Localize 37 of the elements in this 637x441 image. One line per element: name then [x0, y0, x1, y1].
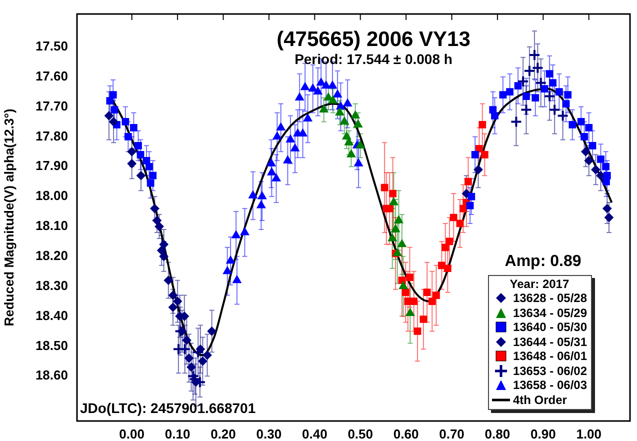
y-tick-label: 18.00 — [35, 188, 68, 204]
legend-label: 13634 - 05/29 — [512, 306, 587, 320]
text: Period: 17.544 ± 0.008 h — [294, 51, 452, 67]
y-tick-label: 18.10 — [35, 218, 68, 234]
x-tick-label: 0.80 — [484, 426, 510, 441]
y-tick-label: 17.60 — [35, 68, 68, 84]
annotation: Amp: 0.89 — [504, 253, 582, 270]
annotation: JDo(LTC): 2457901.668701 — [80, 400, 256, 416]
y-tick-label: 17.50 — [35, 38, 68, 54]
y-axis-title: Reduced Magnitude(V) alpha(12.3°) — [1, 108, 16, 326]
legend-label: 13658 - 06/03 — [512, 378, 587, 392]
x-tick-label: 0.90 — [530, 426, 556, 441]
text: (475665) 2006 VY13 — [276, 28, 470, 51]
y-tick-label: 18.30 — [35, 278, 68, 293]
x-tick-label: 0.00 — [119, 426, 144, 441]
y-tick-label: 18.40 — [35, 308, 68, 323]
y-tick-label: 17.90 — [35, 158, 68, 174]
x-tick-label: 0.20 — [210, 426, 236, 441]
x-tick-label: 0.40 — [302, 426, 328, 441]
x-tick-label: 1.00 — [576, 426, 602, 441]
y-tick-label: 18.20 — [35, 248, 68, 263]
y-tick-label: 18.60 — [35, 368, 68, 383]
legend-label: 4th Order — [512, 392, 567, 407]
y-tick-label: 17.80 — [35, 128, 68, 144]
legend-title: Year: 2017 — [508, 277, 570, 291]
legend-label: 13653 - 06/02 — [512, 364, 587, 378]
x-tick-label: 0.50 — [348, 426, 374, 441]
y-tick-label: 18.50 — [35, 338, 68, 353]
x-tick-label: 0.70 — [439, 426, 464, 441]
legend-label: 13648 - 06/01 — [512, 349, 587, 364]
legend-label: 13640 - 05/30 — [512, 320, 587, 334]
y-tick-label: 17.70 — [35, 98, 68, 114]
x-tick-label: 0.10 — [164, 426, 190, 441]
x-tick-label: 0.30 — [256, 426, 282, 441]
x-tick-label: 0.60 — [393, 426, 419, 441]
legend-label: 13644 - 05/31 — [512, 334, 587, 349]
legend-label: 13628 - 05/28 — [512, 291, 587, 306]
